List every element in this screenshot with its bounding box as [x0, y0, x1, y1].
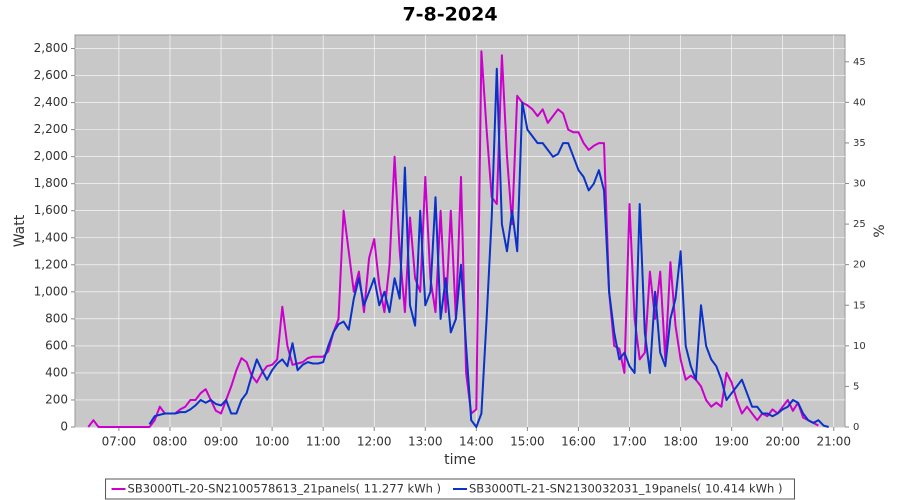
x-tick-label: 17:00 — [612, 435, 647, 449]
y-tick-label: 2,400 — [34, 95, 68, 109]
x-tick-label: 07:00 — [102, 435, 137, 449]
y2-tick-label: 25 — [853, 219, 866, 230]
y-tick-label: 1,200 — [34, 257, 68, 271]
y2-axis-label: % — [872, 224, 888, 237]
x-tick-label: 11:00 — [306, 435, 341, 449]
x-tick-label: 12:00 — [357, 435, 392, 449]
y-tick-label: 1,800 — [34, 176, 68, 190]
y-tick-label: 200 — [45, 392, 68, 406]
y2-tick-label: 5 — [853, 381, 859, 392]
x-tick-label: 10:00 — [255, 435, 290, 449]
x-tick-label: 18:00 — [663, 435, 698, 449]
x-tick-label: 16:00 — [561, 435, 596, 449]
y-tick-label: 800 — [45, 311, 68, 325]
y-tick-label: 1,600 — [34, 203, 68, 217]
y2-tick-label: 40 — [853, 97, 866, 108]
chart-title: 7-8-2024 — [402, 4, 497, 26]
y-tick-label: 400 — [45, 365, 68, 379]
x-tick-label: 09:00 — [204, 435, 239, 449]
y-axis-label: Watt — [12, 214, 28, 247]
y-tick-label: 2,800 — [34, 41, 68, 55]
y2-tick-label: 10 — [853, 341, 866, 352]
legend-box — [105, 478, 795, 500]
x-tick-label: 08:00 — [153, 435, 188, 449]
series-line — [148, 67, 829, 428]
series-line — [87, 50, 819, 428]
y-tick-label: 1,000 — [34, 284, 68, 298]
y2-tick-label: 45 — [853, 57, 866, 68]
x-tick-label: 21:00 — [816, 435, 851, 449]
y2-tick-label: 0 — [853, 422, 859, 433]
y2-tick-label: 15 — [853, 300, 866, 311]
x-tick-label: 14:00 — [459, 435, 494, 449]
y2-tick-label: 20 — [853, 260, 866, 271]
y-tick-label: 600 — [45, 338, 68, 352]
y2-tick-label: 30 — [853, 179, 866, 190]
x-tick-label: 19:00 — [714, 435, 749, 449]
x-tick-label: 13:00 — [408, 435, 443, 449]
x-tick-label: 20:00 — [765, 435, 800, 449]
legend-label: SB3000TL-21-SN2130032031_19panels( 10.41… — [469, 482, 782, 496]
y-tick-label: 2,200 — [34, 122, 68, 136]
legend-label: SB3000TL-20-SN2100578613_21panels( 11.27… — [128, 482, 441, 496]
x-tick-label: 15:00 — [510, 435, 545, 449]
y-tick-label: 0 — [60, 420, 68, 434]
y-tick-label: 2,000 — [34, 149, 68, 163]
legend: SB3000TL-20-SN2100578613_21panels( 11.27… — [105, 478, 795, 500]
y2-tick-label: 35 — [853, 138, 866, 149]
x-axis-label: time — [444, 452, 476, 468]
y-tick-label: 2,600 — [34, 68, 68, 82]
y-tick-label: 1,400 — [34, 230, 68, 244]
